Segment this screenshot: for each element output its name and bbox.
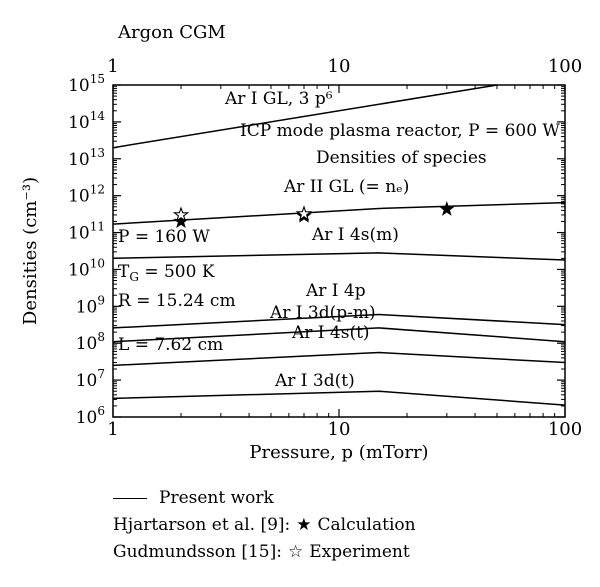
series-label: Ar II GL (= nₑ)	[283, 177, 409, 197]
y-tick-label: 109	[76, 293, 105, 317]
series-line	[112, 390, 566, 406]
calculation-star-marker	[439, 200, 455, 216]
chart-title: Argon CGM	[117, 22, 226, 43]
y-tick-label: 1013	[68, 146, 105, 170]
filled-star-icon: ★	[296, 515, 312, 535]
series-line	[112, 201, 566, 225]
chart: Argon CGM 106107108109101010111012101310…	[20, 22, 582, 463]
series-label: Ar I GL, 3 p⁶	[224, 89, 333, 109]
y-tick-labels: 106 107 108 109 1010 1011 1012 1013 1014 1015	[68, 72, 105, 428]
reactor-annotation: ICP mode plasma reactor, P = 600 W	[240, 121, 560, 141]
y-tick-label: 108	[76, 330, 105, 354]
series-line	[112, 351, 566, 367]
x-tick-label-top: 1	[107, 56, 118, 77]
x-tick-label-bottom: 1	[107, 419, 118, 440]
y-tick-label: 1012	[68, 183, 105, 207]
y-tick-label: 1015	[68, 72, 105, 96]
legend-calculation-label: Calculation	[317, 515, 416, 535]
data-markers	[172, 200, 455, 229]
legend-gudmundsson-source: Gudmundsson [15]:	[113, 542, 282, 562]
series-line	[112, 84, 498, 149]
legend-experiment: Gudmundsson [15]: ☆ Experiment	[113, 542, 410, 562]
series-label: Ar I 3d(t)	[274, 371, 355, 391]
power-annotation: P = 160 W	[118, 227, 210, 247]
y-tick-label: 1014	[68, 109, 105, 133]
y-tick-label: 107	[76, 367, 105, 391]
experiment-star-marker	[172, 206, 190, 222]
series-line	[112, 252, 566, 261]
y-tick-label: 1010	[68, 256, 105, 280]
x-tick-label-bottom: 100	[548, 419, 582, 440]
series-label: Ar I 4s(t)	[291, 323, 370, 343]
experiment-star-marker	[295, 205, 313, 221]
series-line	[112, 313, 566, 329]
calculation-star-marker	[173, 213, 189, 229]
legend-present-work-label: Present work	[159, 488, 274, 508]
y-tick-label: 1011	[68, 220, 105, 244]
legend-hjartarson-source: Hjartarson et al. [9]:	[113, 515, 291, 535]
gas-temp-annotation: TG = 500 K	[118, 262, 215, 284]
y-axis-label: Densities (cm⁻³)	[20, 177, 41, 325]
series-label: Ar I 3d(p-m)	[269, 303, 376, 323]
legend-experiment-label: Experiment	[309, 542, 410, 562]
x-tick-label-top: 10	[328, 56, 351, 77]
length-annotation: L = 7.62 cm	[118, 335, 223, 355]
series-label: Ar I 4s(m)	[311, 225, 399, 245]
legend-calculation: Hjartarson et al. [9]: ★ Calculation	[113, 515, 416, 535]
series-labels: Ar I GL, 3 p⁶ Ar II GL (= nₑ) Ar I 4s(m) Ar…	[224, 89, 409, 391]
legend-present-work: Present work	[113, 488, 274, 508]
x-axis-label: Pressure, p (mTorr)	[249, 442, 428, 463]
x-tick-labels: 1 1 10 10 100 100	[107, 56, 582, 440]
x-tick-label-bottom: 10	[328, 419, 351, 440]
open-star-icon: ☆	[287, 542, 304, 562]
x-tick-label-top: 100	[548, 56, 582, 77]
y-tick-label: 106	[76, 404, 105, 428]
series-label: Ar I 4p	[305, 281, 366, 301]
legend-line-swatch	[113, 498, 147, 499]
plot-frame	[112, 84, 566, 418]
series-line	[112, 327, 566, 343]
subtitle-annotation: Densities of species	[316, 148, 487, 168]
series-lines	[112, 84, 566, 406]
radius-annotation: R = 15.24 cm	[118, 291, 236, 311]
